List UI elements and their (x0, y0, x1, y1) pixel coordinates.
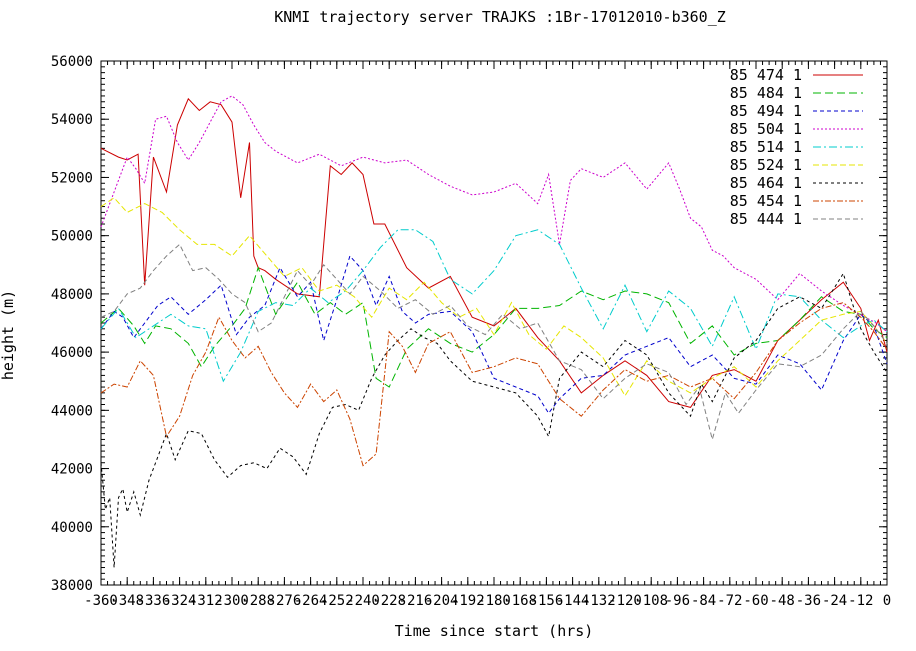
y-tick-label: 42000 (51, 462, 93, 478)
legend-label: 85 474 1 (730, 66, 802, 84)
y-axis-ticks: 38000 40000 42000 44000 46000 48000 50000 52000… (51, 54, 887, 594)
legend-label: 85 514 1 (730, 138, 802, 156)
series-line (100, 95, 888, 333)
series-line (100, 302, 888, 467)
y-tick-label: 38000 (51, 578, 93, 594)
legend-label: 85 454 1 (730, 192, 802, 210)
x-tick-label: -72 (717, 593, 742, 609)
legend-label: 85 504 1 (730, 120, 802, 138)
y-tick-label: 56000 (51, 54, 93, 70)
x-tick-label: -96 (665, 593, 690, 609)
x-tick-label: -84 (691, 593, 716, 609)
x-axis-label: Time since start (hrs) (395, 622, 594, 640)
x-tick-label: -36 (796, 593, 821, 609)
legend: 85 474 185 484 185 494 185 504 185 514 1… (730, 66, 863, 228)
x-tick-label: -24 (822, 593, 847, 609)
legend-label: 85 484 1 (730, 84, 802, 102)
series-line (100, 229, 888, 383)
x-tick-label: -336 (137, 593, 171, 609)
legend-label: 85 464 1 (730, 174, 802, 192)
x-tick-label: -132 (582, 593, 616, 609)
x-tick-label: -216 (399, 593, 433, 609)
x-tick-label: -180 (477, 593, 511, 609)
x-tick-label: -108 (634, 593, 668, 609)
y-tick-label: 52000 (51, 170, 93, 186)
series-line (100, 266, 888, 388)
y-tick-label: 48000 (51, 287, 93, 303)
x-tick-label: -348 (110, 593, 144, 609)
y-tick-label: 46000 (51, 345, 93, 361)
y-tick-label: 44000 (51, 403, 93, 419)
series-line (100, 197, 888, 397)
x-tick-label: -240 (346, 593, 380, 609)
y-tick-label: 54000 (51, 112, 93, 128)
x-tick-label: -276 (268, 593, 302, 609)
x-tick-label: -168 (503, 593, 537, 609)
series-line (100, 243, 888, 442)
x-tick-label: -324 (163, 593, 197, 609)
x-tick-label: -264 (294, 593, 328, 609)
x-axis-ticks: -360-348-336-324-312-300-288-276-264-252… (84, 61, 891, 609)
y-tick-label: 50000 (51, 229, 93, 245)
chart-title: KNMI trajectory server TRAJKS :1Br-17012… (274, 8, 726, 26)
series-line (100, 97, 888, 408)
x-tick-label: -360 (84, 593, 118, 609)
x-tick-label: -288 (241, 593, 275, 609)
x-tick-label: -12 (848, 593, 873, 609)
x-tick-label: -228 (372, 593, 406, 609)
legend-label: 85 524 1 (730, 156, 802, 174)
x-tick-label: -192 (451, 593, 485, 609)
series-line (100, 255, 888, 415)
series-line (100, 272, 888, 568)
x-tick-label: -300 (215, 593, 249, 609)
legend-label: 85 494 1 (730, 102, 802, 120)
x-tick-label: -156 (530, 593, 564, 609)
legend-label: 85 444 1 (730, 210, 802, 228)
x-tick-label: -144 (556, 593, 590, 609)
x-tick-label: -312 (189, 593, 223, 609)
y-tick-label: 40000 (51, 520, 93, 536)
x-tick-label: -204 (425, 593, 459, 609)
x-tick-label: -60 (743, 593, 768, 609)
x-tick-label: -120 (608, 593, 642, 609)
x-tick-label: -252 (320, 593, 354, 609)
x-tick-label: 0 (883, 593, 891, 609)
y-axis-label: height (m) (0, 290, 17, 380)
plot-area: 38000 40000 42000 44000 46000 48000 50000 52000… (51, 54, 891, 609)
series-lines (100, 95, 888, 568)
x-tick-label: -48 (770, 593, 795, 609)
